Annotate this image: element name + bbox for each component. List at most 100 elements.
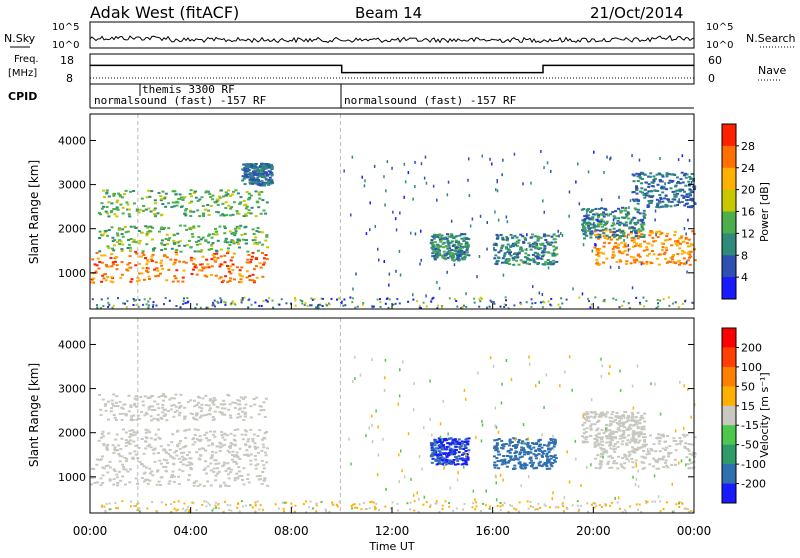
- echo-cell: [145, 303, 148, 306]
- echo-cell: [103, 505, 106, 508]
- echo-cell: [634, 438, 638, 441]
- echo-cell: [257, 206, 261, 209]
- echo-cell: [511, 242, 515, 245]
- echo-cell: [209, 469, 213, 472]
- echo-cell: [336, 298, 338, 301]
- echo-cell: [248, 166, 252, 169]
- echo-cell: [538, 380, 540, 384]
- echo-cell: [607, 242, 611, 245]
- echo-cell: [578, 508, 581, 511]
- power-ylabel: Slant Range [km]: [27, 160, 41, 264]
- echo-cell: [625, 457, 629, 460]
- echo-cell: [453, 249, 457, 252]
- echo-cell: [150, 470, 154, 473]
- echo-cell: [463, 445, 467, 448]
- echo-cell: [123, 403, 127, 406]
- echo-cell: [629, 262, 633, 265]
- echo-cell: [533, 235, 537, 238]
- echo-cell: [113, 470, 117, 472]
- echo-cell: [642, 425, 646, 428]
- echo-cell: [514, 455, 518, 457]
- echo-cell: [398, 453, 400, 457]
- echo-cell: [523, 453, 527, 456]
- echo-cell: [423, 495, 426, 499]
- echo-cell: [198, 198, 202, 201]
- echo-cell: [520, 484, 522, 488]
- echo-cell: [209, 407, 212, 410]
- echo-cell: [129, 468, 132, 471]
- echo-cell: [637, 484, 640, 488]
- echo-cell: [595, 440, 599, 443]
- echo-cell: [637, 219, 641, 222]
- echo-cell: [267, 181, 270, 184]
- echo-cell: [190, 200, 194, 203]
- echo-cell: [637, 508, 639, 511]
- echo-cell: [665, 172, 669, 175]
- echo-cell: [526, 451, 530, 453]
- echo-cell: [625, 260, 629, 263]
- echo-cell: [527, 507, 530, 510]
- echo-cell: [631, 286, 634, 290]
- echo-cell: [211, 399, 215, 402]
- echo-cell: [412, 197, 414, 201]
- echo-cell: [156, 469, 160, 472]
- echo-cell: [642, 461, 646, 464]
- echo-cell: [310, 304, 313, 307]
- echo-cell: [638, 439, 642, 442]
- power-cells: [90, 114, 697, 310]
- echo-cell: [519, 259, 523, 262]
- echo-cell: [439, 422, 442, 426]
- echo-cell: [202, 414, 206, 417]
- echo-cell: [400, 449, 402, 453]
- echo-cell: [537, 449, 541, 452]
- echo-cell: [244, 173, 248, 176]
- echo-cell: [581, 219, 585, 222]
- echo-cell: [590, 423, 594, 426]
- echo-cell: [108, 460, 112, 463]
- echo-cell: [687, 388, 689, 391]
- echo-cell: [438, 238, 442, 241]
- echo-cell: [465, 292, 467, 296]
- echo-cell: [597, 436, 601, 439]
- echo-cell: [614, 210, 618, 213]
- echo-cell: [265, 234, 269, 237]
- echo-cell: [641, 467, 645, 470]
- echo-cell: [372, 501, 375, 504]
- echo-cell: [507, 257, 511, 260]
- echo-cell: [613, 215, 617, 218]
- echo-cell: [631, 154, 633, 158]
- echo-cell: [692, 510, 695, 513]
- echo-cell: [657, 442, 661, 445]
- echo-cell: [229, 207, 233, 210]
- echo-cell: [283, 501, 286, 504]
- colorbar-tick-label: 28: [741, 140, 755, 153]
- echo-cell: [224, 237, 228, 240]
- colorbar-swatch: [722, 366, 736, 387]
- echo-cell: [343, 169, 345, 173]
- echo-cell: [214, 501, 217, 504]
- echo-cell: [457, 438, 461, 441]
- echo-cell: [593, 246, 597, 249]
- echo-cell: [627, 248, 630, 252]
- echo-cell: [596, 261, 600, 264]
- echo-cell: [660, 249, 664, 252]
- echo-cell: [594, 228, 596, 232]
- echo-cell: [646, 242, 650, 245]
- echo-cell: [195, 273, 199, 276]
- echo-cell: [642, 215, 646, 218]
- echo-cell: [256, 463, 260, 466]
- echo-cell: [438, 460, 442, 463]
- echo-cell: [283, 510, 285, 513]
- echo-cell: [91, 258, 95, 261]
- echo-cell: [126, 263, 130, 266]
- echo-cell: [460, 463, 464, 466]
- echo-cell: [101, 504, 103, 507]
- echo-cell: [250, 303, 253, 306]
- echo-cell: [456, 463, 460, 466]
- echo-cell: [688, 245, 692, 248]
- echo-cell: [536, 256, 540, 259]
- echo-cell: [128, 443, 132, 446]
- echo-cell: [657, 433, 661, 436]
- echo-cell: [654, 218, 656, 222]
